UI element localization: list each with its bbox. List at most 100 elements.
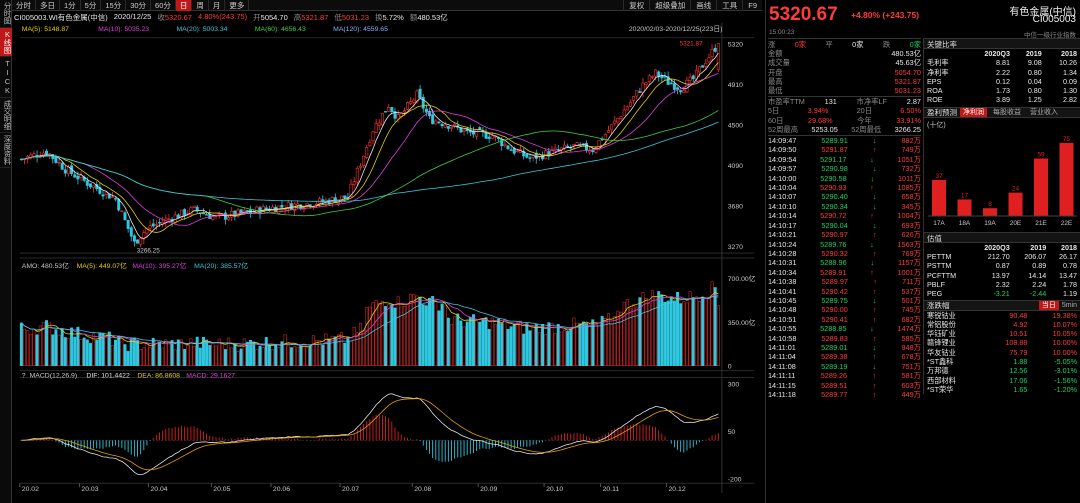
amount-bar: [38, 325, 42, 367]
candle-body: [654, 69, 658, 77]
amount-bar: [475, 319, 479, 367]
period-intraday[interactable]: 分时: [12, 0, 36, 11]
amount-bar: [296, 346, 300, 367]
ratio-label: PSTTM: [927, 261, 952, 271]
period-more[interactable]: 更多: [225, 0, 250, 11]
period-day[interactable]: 日: [175, 0, 193, 11]
period-multiday[interactable]: 多日: [36, 0, 60, 11]
amount-bar: [220, 343, 224, 367]
amount-bar: [682, 301, 686, 367]
amount-bar: [493, 323, 497, 367]
tab-5min[interactable]: 5min: [1061, 301, 1077, 309]
stat-row: 成交量 45.63亿: [768, 58, 921, 67]
tick-price: 5290.34: [821, 201, 848, 211]
tab-intraday[interactable]: 分时图: [0, 0, 12, 28]
candle-body: [462, 129, 466, 132]
amount-bar: [293, 346, 297, 367]
amount-bar: [192, 345, 196, 367]
candle-body: [154, 224, 158, 226]
period-week[interactable]: 周: [192, 0, 209, 11]
amount-bar: [547, 322, 551, 367]
tick-row: 14:09:54 5291.17 ↓ 1051万: [768, 155, 921, 164]
amount-bar: [641, 292, 645, 367]
amount-bar: [710, 281, 714, 367]
amount-bar: [333, 336, 337, 367]
amount-bar: [572, 317, 576, 367]
tick-volume: 682万: [901, 314, 921, 324]
stat-value: 480.53亿: [891, 49, 921, 59]
amount-bar: [330, 335, 334, 367]
period-5min[interactable]: 5分: [81, 0, 102, 11]
candle-body: [85, 180, 89, 186]
candle-body: [509, 149, 513, 151]
tick-time: 14:09:50: [768, 145, 797, 155]
price-axis: 5320 4910 4500 4090 3680 3270: [728, 42, 743, 252]
tab-net-profit[interactable]: 净利润: [960, 107, 987, 117]
ratio-value: 212.70: [987, 252, 1010, 262]
tick-time: 14:11:08: [768, 361, 796, 371]
tick-price: 5289.91: [821, 136, 848, 146]
amount-bar: [654, 297, 658, 367]
profit-title: 盈利预测: [927, 107, 957, 117]
candle-body: [713, 47, 717, 52]
tick-arrow-icon: ↑: [872, 145, 877, 155]
tab-depth[interactable]: 深度资料: [0, 133, 12, 168]
candle-body: [594, 147, 598, 153]
amount-bar: [170, 340, 174, 367]
tick-arrow-icon: ↓: [870, 173, 875, 183]
mover-change: -5.05%: [1054, 357, 1077, 367]
candle-body: [368, 142, 372, 146]
tick-row: 14:10:00 5290.58 ↓ 1011万: [768, 174, 921, 183]
mover-name: 华钰矿业: [927, 329, 956, 339]
amount-bar: [95, 340, 99, 367]
candle-body: [183, 209, 187, 217]
amount-bar: [321, 344, 325, 367]
amount-bar: [201, 336, 205, 367]
overlay-button[interactable]: 超级叠加: [649, 0, 690, 11]
amount-tick: 350.00亿: [728, 318, 756, 327]
tab-tick[interactable]: TICK: [0, 57, 12, 98]
tick-price: 5289.75: [821, 295, 848, 305]
period-1min[interactable]: 1分: [60, 0, 81, 11]
tab-today[interactable]: 当日: [1038, 300, 1059, 310]
adjust-button[interactable]: 复权: [623, 0, 649, 11]
month-label: 20.04: [150, 486, 167, 493]
candle-body: [716, 43, 720, 71]
period-30min[interactable]: 30分: [126, 0, 152, 11]
candle-body: [588, 150, 592, 153]
candle-body: [556, 149, 560, 151]
tab-trade-detail[interactable]: 成交明细: [0, 98, 12, 133]
amount-bar: [60, 328, 64, 367]
amount-bar: [380, 300, 384, 367]
ratio-value: 1.25: [1027, 95, 1042, 105]
ratio-value: 0.09: [1063, 76, 1077, 86]
f9-button[interactable]: F9: [742, 0, 762, 11]
tab-eps[interactable]: 每股收益: [993, 108, 1021, 116]
amount-bar: [173, 349, 177, 367]
tab-revenue[interactable]: 营业收入: [1030, 108, 1058, 116]
amount-bar: [384, 306, 388, 367]
amount-bar: [393, 307, 397, 367]
period-60min[interactable]: 60分: [151, 0, 176, 11]
month-label: 20.03: [81, 486, 98, 493]
mover-price: 1.65: [1013, 384, 1028, 394]
profit-bar: [1059, 142, 1074, 216]
tick-price: 5289.19: [821, 361, 848, 371]
period-month[interactable]: 月: [209, 0, 226, 11]
candle-body: [490, 135, 494, 139]
tab-kline[interactable]: K线图: [0, 27, 12, 57]
amount-bar: [158, 341, 162, 367]
amount-bar: [227, 337, 231, 367]
kline-chart[interactable]: MA(5): 5148.87 MA(10): 5035.23 MA(20): 5…: [12, 23, 762, 493]
mover-change: -1.56%: [1054, 375, 1077, 385]
candle-body: [129, 227, 133, 237]
tick-row: 14:09:50 5291.87 ↑ 749万: [768, 145, 921, 154]
candle-body: [264, 207, 268, 210]
candle-body: [506, 145, 510, 150]
flat-count: 0家: [852, 40, 864, 49]
period-15min[interactable]: 15分: [101, 0, 127, 11]
draw-button[interactable]: 画线: [690, 0, 716, 11]
candle-body: [349, 183, 353, 197]
candle-body: [73, 174, 77, 178]
tools-button[interactable]: 工具: [716, 0, 742, 11]
